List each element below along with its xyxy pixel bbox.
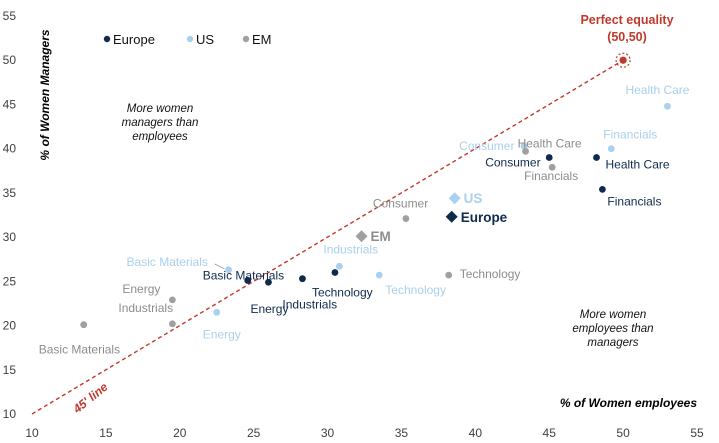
point-em xyxy=(80,321,88,329)
y-tick-label: 35 xyxy=(3,186,17,200)
point-us xyxy=(520,142,528,150)
x-axis-label: % of Women employees xyxy=(560,396,697,410)
point-label-em: Financials xyxy=(524,169,578,183)
point-label-em: Health Care xyxy=(518,136,582,150)
x-tick-label: 50 xyxy=(616,426,630,440)
point-label-europe: Energy xyxy=(250,302,288,316)
point-us xyxy=(664,102,671,110)
point-label-us: Technology xyxy=(385,283,446,297)
y-tick-label: 10 xyxy=(3,407,17,421)
point-europe xyxy=(244,277,252,284)
y-tick-label: 15 xyxy=(3,363,17,377)
x-tick-label: 20 xyxy=(173,426,187,440)
point-label-europe: Financials xyxy=(607,194,661,208)
x-tick-label: 25 xyxy=(247,426,261,440)
legend-label-us: US xyxy=(196,32,214,47)
point-label-us: Basic Materials xyxy=(127,255,208,269)
point-label-europe: Industrials xyxy=(282,298,337,312)
point-label-us: Consumer xyxy=(459,139,514,153)
x-tick-label: 15 xyxy=(99,426,113,440)
x-axis-ticks: 10 15 20 25 30 35 40 45 50 55 xyxy=(25,426,704,440)
forty-five-line-label: 45' line xyxy=(70,380,111,417)
x-tick-label: 55 xyxy=(690,426,704,440)
point-europe xyxy=(593,154,600,161)
point-label-us: Energy xyxy=(203,327,241,341)
point-label-europe: Consumer xyxy=(485,156,540,170)
point-em xyxy=(168,320,176,328)
y-axis-label: % of Women Managers xyxy=(38,29,52,160)
equality-point xyxy=(619,56,627,64)
aggregate-marker-em xyxy=(355,230,368,243)
point-us xyxy=(225,266,232,274)
aggregate-marker-us xyxy=(448,192,461,205)
data-points xyxy=(80,102,671,329)
point-label-em: Industrials xyxy=(118,301,173,315)
legend-label-em: EM xyxy=(252,32,272,47)
y-tick-label: 55 xyxy=(3,9,17,23)
note-lower-line-1: More women xyxy=(580,309,646,321)
note-upper-line-2: managers than xyxy=(122,117,199,129)
point-label-us: Industrials xyxy=(323,242,378,256)
legend-marker-us xyxy=(186,35,194,43)
point-us xyxy=(213,308,221,316)
x-tick-label: 10 xyxy=(25,426,39,440)
point-em xyxy=(168,296,176,304)
aggregate-marker-europe xyxy=(445,210,458,223)
point-em xyxy=(402,215,410,222)
point-label-europe: Health Care xyxy=(606,158,670,172)
leader-line xyxy=(214,263,225,270)
aggregate-label-em: EM xyxy=(371,229,391,244)
point-label-em: Basic Materials xyxy=(39,343,120,357)
y-tick-label: 25 xyxy=(3,274,17,288)
equality-coords: (50,50) xyxy=(607,30,647,44)
legend: Europe US EM xyxy=(103,32,272,47)
x-tick-label: 45 xyxy=(543,426,557,440)
legend-marker-em xyxy=(242,35,250,43)
point-europe xyxy=(545,154,553,161)
y-axis-ticks: 10 15 20 25 30 35 40 45 50 55 xyxy=(3,9,17,421)
legend-label-europe: Europe xyxy=(113,32,155,47)
point-label-us: Health Care xyxy=(625,83,689,97)
point-label-europe: Technology xyxy=(312,285,373,299)
legend-marker-europe xyxy=(103,35,111,43)
note-upper-line-1: More women xyxy=(127,103,193,115)
aggregate-markers: US Europe EM xyxy=(355,52,631,244)
note-lower-line-2: employees than xyxy=(572,323,653,335)
point-label-em: Technology xyxy=(460,267,521,281)
note-upper-line-3: employees xyxy=(132,131,188,143)
point-label-em: Energy xyxy=(122,282,160,296)
label-leader-lines xyxy=(214,263,225,270)
point-em xyxy=(522,147,529,155)
point-us xyxy=(607,145,615,153)
equality-title: Perfect equality xyxy=(580,13,673,27)
y-tick-label: 50 xyxy=(3,53,17,67)
point-europe xyxy=(331,269,339,276)
equality-ring xyxy=(615,52,631,68)
x-tick-label: 40 xyxy=(469,426,483,440)
forty-five-degree-line xyxy=(31,59,624,415)
point-europe xyxy=(265,278,272,286)
aggregate-label-us: US xyxy=(464,191,483,206)
point-label-us: Financials xyxy=(603,128,657,142)
point-us xyxy=(375,271,383,279)
point-labels: Basic MaterialsEnergyIndustrialsTechnolo… xyxy=(39,83,690,356)
point-us xyxy=(335,262,343,270)
x-tick-label: 30 xyxy=(321,426,335,440)
y-tick-label: 20 xyxy=(3,319,17,333)
y-tick-label: 40 xyxy=(3,142,17,156)
point-em xyxy=(548,163,556,171)
forty-five-line xyxy=(31,59,624,415)
point-europe xyxy=(599,185,606,193)
point-label-europe: Basic Materials xyxy=(203,268,284,282)
point-em xyxy=(445,271,453,279)
y-tick-label: 45 xyxy=(3,97,17,111)
note-lower-line-3: managers xyxy=(587,337,638,349)
aggregate-label-europe: Europe xyxy=(461,210,508,225)
point-label-em: Consumer xyxy=(373,197,428,211)
y-tick-label: 30 xyxy=(3,230,17,244)
x-tick-label: 35 xyxy=(395,426,409,440)
point-europe xyxy=(299,275,306,283)
